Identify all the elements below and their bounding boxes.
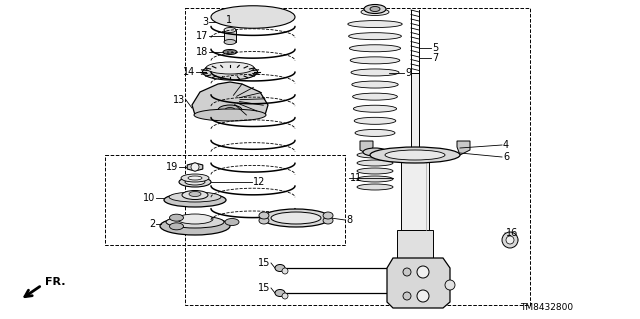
Ellipse shape bbox=[227, 51, 232, 53]
Ellipse shape bbox=[348, 21, 402, 27]
Ellipse shape bbox=[271, 212, 321, 224]
Circle shape bbox=[445, 280, 455, 290]
Text: 6: 6 bbox=[503, 152, 509, 162]
Ellipse shape bbox=[160, 217, 230, 235]
Circle shape bbox=[191, 163, 199, 171]
Ellipse shape bbox=[357, 184, 393, 190]
Circle shape bbox=[417, 290, 429, 302]
Circle shape bbox=[403, 292, 411, 300]
Ellipse shape bbox=[323, 212, 333, 219]
Ellipse shape bbox=[166, 216, 224, 228]
Polygon shape bbox=[401, 155, 429, 230]
Ellipse shape bbox=[353, 93, 397, 100]
Ellipse shape bbox=[259, 217, 269, 224]
Ellipse shape bbox=[357, 152, 393, 158]
Ellipse shape bbox=[218, 105, 242, 115]
Text: 15: 15 bbox=[258, 258, 270, 268]
Ellipse shape bbox=[224, 27, 236, 33]
Circle shape bbox=[282, 293, 288, 299]
Ellipse shape bbox=[350, 57, 400, 64]
Polygon shape bbox=[188, 163, 203, 171]
Ellipse shape bbox=[275, 264, 285, 271]
Text: 10: 10 bbox=[143, 193, 155, 203]
Text: 1: 1 bbox=[226, 15, 232, 25]
Text: 12: 12 bbox=[253, 177, 266, 187]
Polygon shape bbox=[360, 141, 373, 155]
Text: 2: 2 bbox=[148, 219, 155, 229]
Text: 3: 3 bbox=[202, 17, 208, 27]
Ellipse shape bbox=[227, 20, 233, 24]
Polygon shape bbox=[397, 230, 433, 260]
Polygon shape bbox=[387, 258, 450, 308]
Ellipse shape bbox=[211, 6, 295, 28]
Text: 17: 17 bbox=[196, 31, 208, 41]
Ellipse shape bbox=[385, 150, 445, 160]
Ellipse shape bbox=[351, 69, 399, 76]
Ellipse shape bbox=[225, 219, 239, 226]
Ellipse shape bbox=[164, 193, 226, 207]
Circle shape bbox=[417, 266, 429, 278]
Polygon shape bbox=[457, 141, 470, 155]
Ellipse shape bbox=[188, 176, 202, 180]
Text: 5: 5 bbox=[432, 43, 438, 53]
Ellipse shape bbox=[361, 9, 389, 16]
Ellipse shape bbox=[354, 117, 396, 124]
Circle shape bbox=[403, 268, 411, 276]
Ellipse shape bbox=[349, 45, 401, 52]
Text: 15: 15 bbox=[258, 283, 270, 293]
Ellipse shape bbox=[259, 212, 269, 219]
Ellipse shape bbox=[275, 290, 285, 296]
Ellipse shape bbox=[202, 64, 257, 80]
Ellipse shape bbox=[179, 177, 211, 187]
Ellipse shape bbox=[225, 108, 235, 113]
Ellipse shape bbox=[370, 6, 380, 11]
Ellipse shape bbox=[357, 168, 393, 174]
Ellipse shape bbox=[223, 49, 237, 55]
Text: 13: 13 bbox=[173, 95, 185, 105]
Ellipse shape bbox=[357, 176, 393, 182]
Ellipse shape bbox=[170, 223, 184, 230]
Circle shape bbox=[282, 268, 288, 274]
Ellipse shape bbox=[353, 105, 397, 112]
Ellipse shape bbox=[352, 81, 398, 88]
Text: TM8432800: TM8432800 bbox=[520, 303, 573, 313]
Ellipse shape bbox=[323, 217, 333, 224]
Ellipse shape bbox=[262, 209, 330, 227]
Polygon shape bbox=[224, 30, 236, 42]
Polygon shape bbox=[411, 73, 419, 155]
Ellipse shape bbox=[364, 4, 386, 13]
Text: 4: 4 bbox=[503, 140, 509, 150]
Text: 14: 14 bbox=[183, 67, 195, 77]
Text: 11: 11 bbox=[350, 173, 362, 183]
Circle shape bbox=[506, 236, 514, 244]
Text: 9: 9 bbox=[405, 68, 411, 78]
Ellipse shape bbox=[363, 148, 387, 156]
Ellipse shape bbox=[223, 19, 237, 25]
Text: 16: 16 bbox=[506, 228, 518, 238]
Ellipse shape bbox=[181, 174, 209, 182]
Ellipse shape bbox=[224, 40, 236, 44]
Ellipse shape bbox=[370, 147, 460, 163]
Ellipse shape bbox=[349, 33, 401, 40]
Ellipse shape bbox=[182, 190, 208, 199]
Polygon shape bbox=[192, 82, 268, 115]
Ellipse shape bbox=[355, 130, 395, 137]
Ellipse shape bbox=[357, 160, 393, 166]
Text: 8: 8 bbox=[346, 215, 352, 225]
Circle shape bbox=[502, 232, 518, 248]
Text: 7: 7 bbox=[432, 53, 438, 63]
Ellipse shape bbox=[189, 191, 201, 197]
Text: 18: 18 bbox=[196, 47, 208, 57]
Ellipse shape bbox=[177, 214, 213, 224]
Ellipse shape bbox=[170, 214, 184, 221]
Ellipse shape bbox=[185, 179, 205, 185]
Text: FR.: FR. bbox=[45, 277, 65, 287]
Text: 19: 19 bbox=[166, 162, 178, 172]
Ellipse shape bbox=[206, 62, 254, 74]
Ellipse shape bbox=[194, 109, 266, 121]
Ellipse shape bbox=[169, 192, 221, 202]
